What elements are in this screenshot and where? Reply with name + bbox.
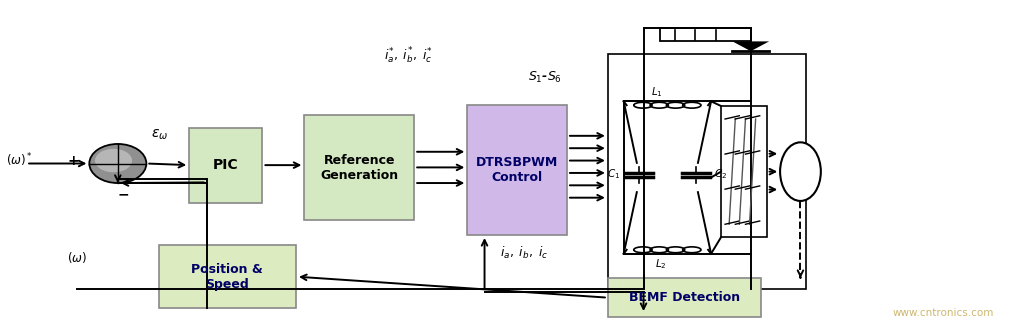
FancyBboxPatch shape — [304, 115, 414, 220]
Text: www.cntronics.com: www.cntronics.com — [892, 308, 993, 318]
Text: $C_2$: $C_2$ — [713, 168, 727, 181]
FancyBboxPatch shape — [607, 278, 760, 317]
Ellipse shape — [90, 144, 146, 183]
Text: −: − — [117, 187, 129, 201]
Text: Reference
Generation: Reference Generation — [320, 154, 397, 181]
Text: $i_{a}^{*},\;i_{b}^{*},\;i_{c}^{*}$: $i_{a}^{*},\;i_{b}^{*},\;i_{c}^{*}$ — [383, 45, 432, 66]
Text: $S_1$-$S_6$: $S_1$-$S_6$ — [528, 70, 561, 85]
Text: $\varepsilon_{\omega}$: $\varepsilon_{\omega}$ — [151, 128, 168, 142]
FancyBboxPatch shape — [607, 54, 806, 289]
FancyBboxPatch shape — [659, 28, 750, 42]
FancyBboxPatch shape — [158, 245, 296, 308]
Text: PIC: PIC — [213, 158, 238, 172]
Text: BEMF Detection: BEMF Detection — [628, 291, 739, 304]
Text: Position &
Speed: Position & Speed — [192, 263, 263, 291]
Text: $L_1$: $L_1$ — [651, 85, 662, 99]
Text: $(\omega)$: $(\omega)$ — [67, 250, 87, 266]
Text: +: + — [67, 154, 79, 168]
Ellipse shape — [95, 149, 132, 172]
Text: $(\omega)^*$: $(\omega)^*$ — [6, 151, 33, 169]
FancyBboxPatch shape — [189, 128, 262, 202]
Text: $L_2$: $L_2$ — [655, 257, 666, 271]
Ellipse shape — [780, 142, 820, 201]
Text: $i_{a},\;i_{b},\;i_{c}$: $i_{a},\;i_{b},\;i_{c}$ — [499, 245, 547, 261]
FancyBboxPatch shape — [720, 106, 766, 237]
Text: DTRSBPWM
Control: DTRSBPWM Control — [476, 156, 557, 184]
Text: $C_1$: $C_1$ — [606, 168, 620, 181]
Polygon shape — [732, 42, 768, 51]
FancyBboxPatch shape — [467, 105, 567, 235]
